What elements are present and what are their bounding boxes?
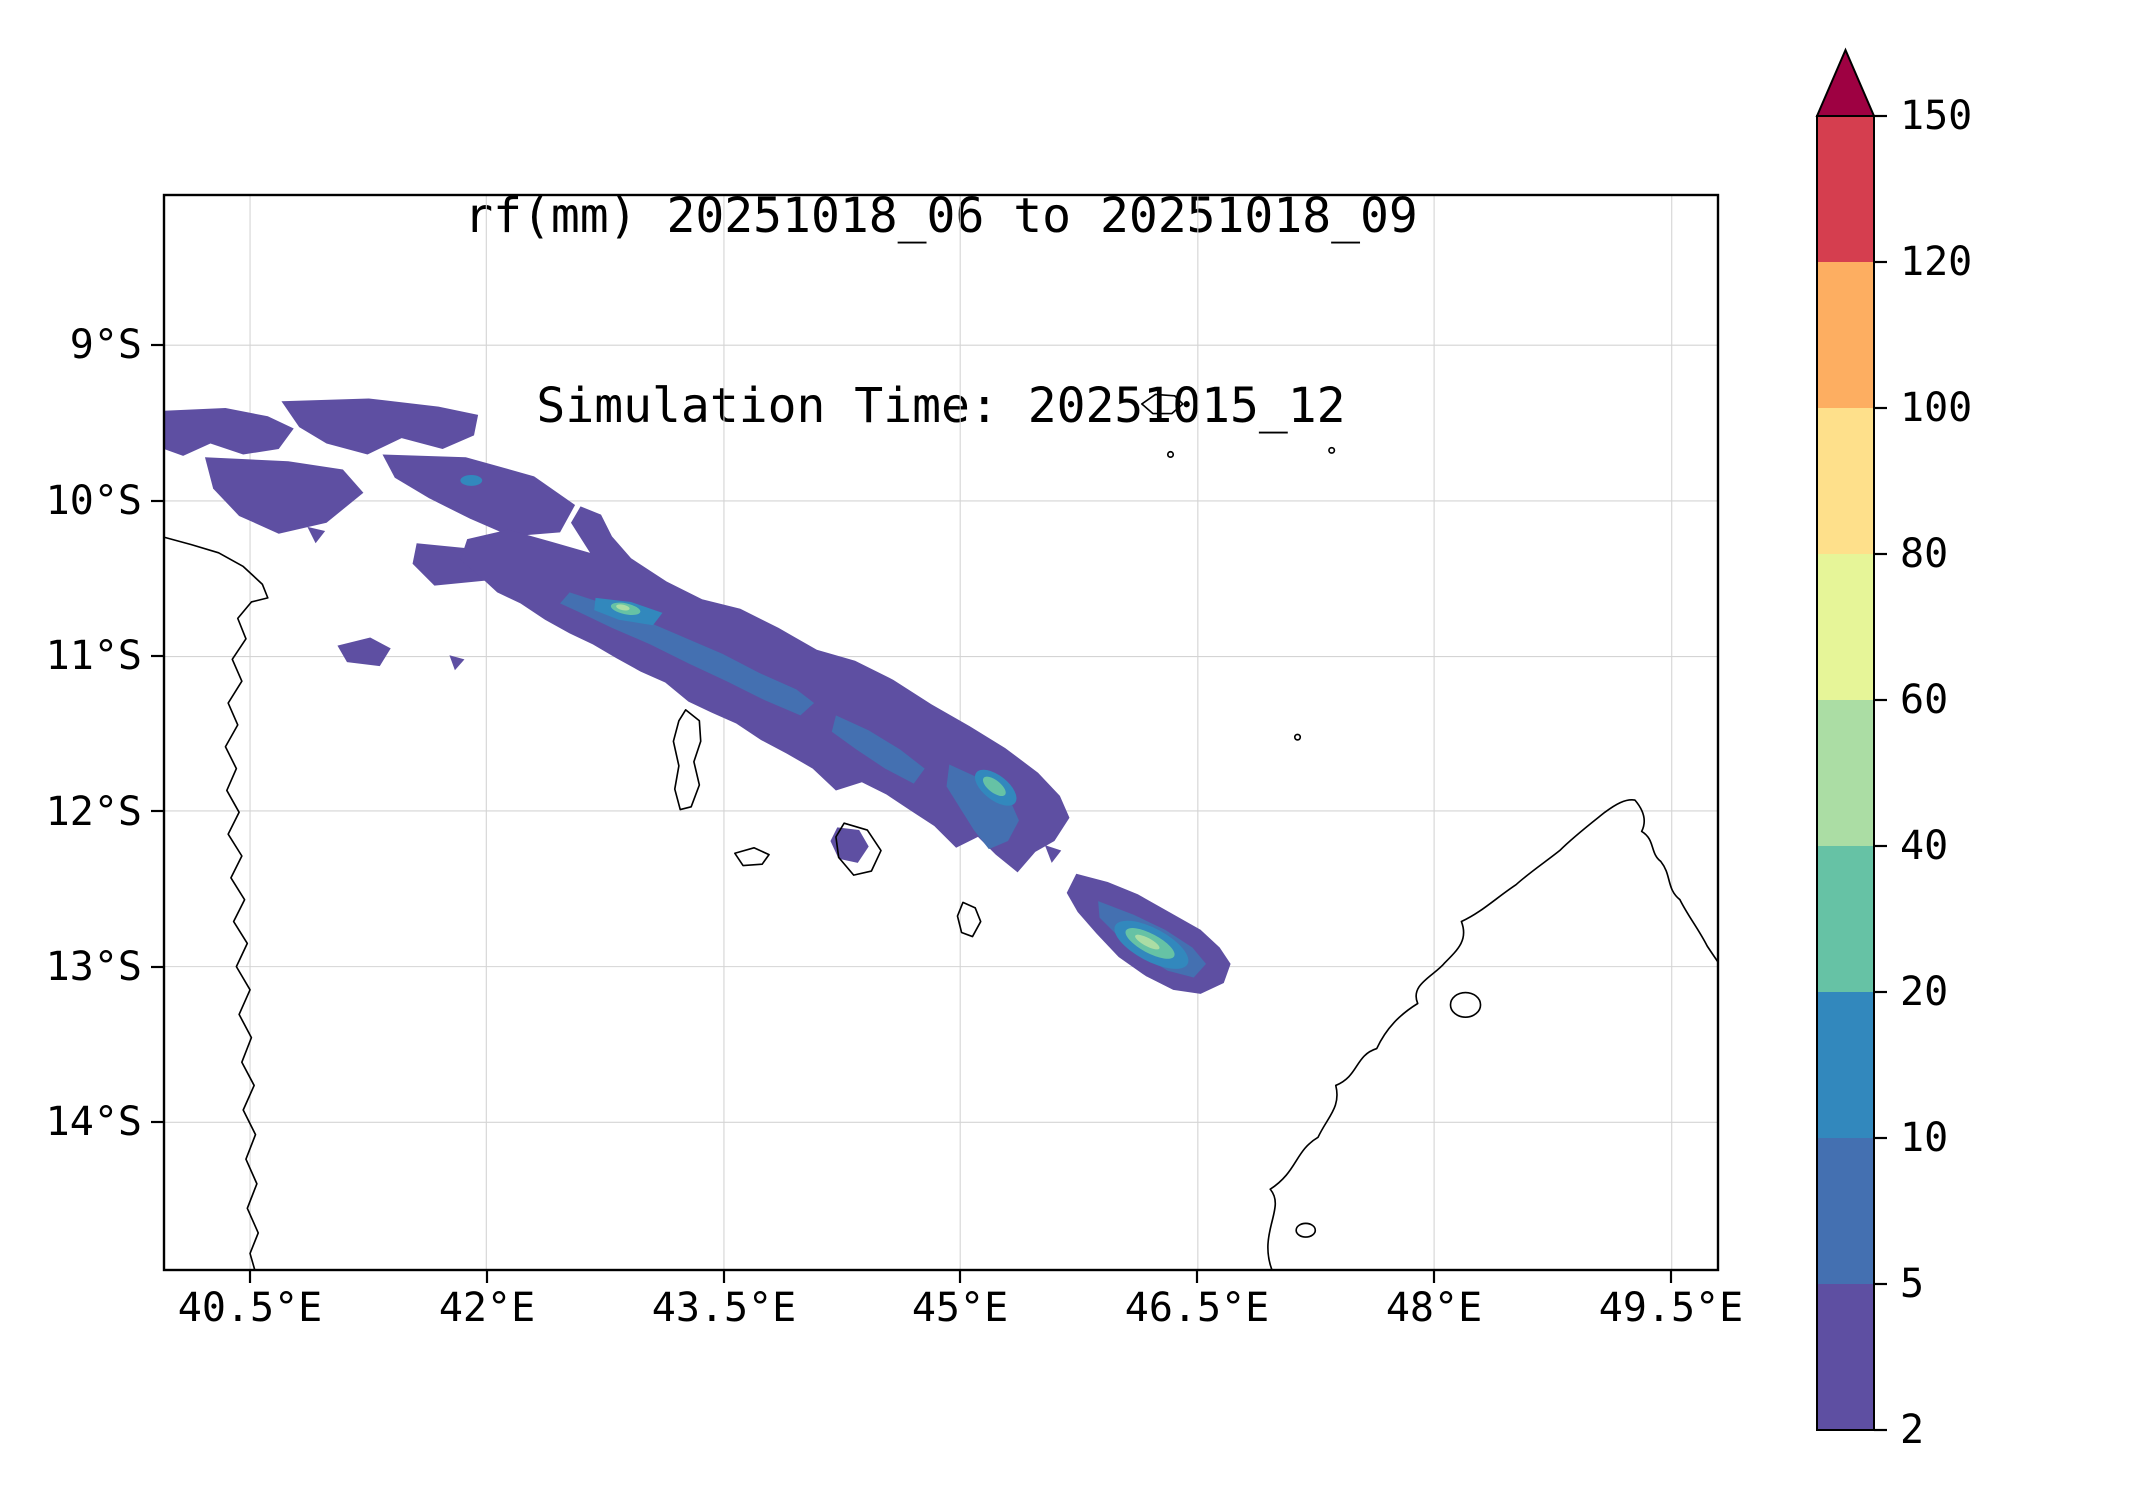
- colorbar-tick-label: 2: [1900, 1407, 1925, 1453]
- colorbar-outline: [1816, 115, 1875, 1431]
- colorbar-extend-triangle: [1815, 47, 1876, 117]
- islet-dot: [1293, 733, 1302, 741]
- x-tick-label: 45°E: [911, 1285, 1009, 1331]
- x-tick-label: 46.5°E: [1124, 1285, 1270, 1331]
- grande-comore-island: [672, 709, 702, 811]
- colorbar-tick-label: 80: [1900, 531, 1949, 577]
- colorbar-tick-marks: [1874, 114, 1887, 1432]
- islet-dot: [1328, 446, 1336, 454]
- colorbar-tick-label: 120: [1900, 239, 1973, 285]
- y-tick-label: 11°S: [45, 633, 142, 679]
- colorbar-tick-label: 40: [1900, 823, 1949, 869]
- anjouan-island: [835, 822, 882, 876]
- plot-border: [162, 193, 1720, 1272]
- moheli-island: [734, 846, 770, 867]
- colorbar-tick-label: 5: [1900, 1261, 1925, 1307]
- colorbar-tick-label: 60: [1900, 677, 1949, 723]
- coastlines: [164, 393, 1719, 1270]
- atoll-ring: [1141, 393, 1184, 415]
- africa-coastline: [164, 536, 269, 1270]
- madagascar-coastline: [1267, 798, 1719, 1270]
- nosy-be-island: [1449, 991, 1482, 1018]
- colorbar-tick-label: 100: [1900, 385, 1973, 431]
- mayotte-island: [956, 901, 982, 938]
- colorbar-tick-label: 10: [1900, 1115, 1949, 1161]
- x-tick-label: 43.5°E: [651, 1285, 797, 1331]
- y-tick-label: 9°S: [69, 322, 142, 368]
- plot-title-line2: Simulation Time: 20251015_12: [536, 377, 1346, 434]
- plot-title-line1: rf(mm) 20251018_06 to 20251018_09: [464, 187, 1418, 244]
- y-tick-label: 12°S: [45, 789, 142, 835]
- y-tick-label: 10°S: [45, 478, 142, 524]
- colorbar-tick-label: 20: [1900, 969, 1949, 1015]
- small-island: [1295, 1222, 1317, 1238]
- colorbar: [1815, 47, 1887, 1432]
- map-content: [164, 195, 1719, 1270]
- x-tick-label: 48°E: [1385, 1285, 1483, 1331]
- rainfall-contours: [164, 398, 1231, 994]
- colorbar-tick-label: 150: [1900, 93, 1973, 139]
- x-tick-label: 42°E: [438, 1285, 536, 1331]
- islet-dot: [1166, 450, 1175, 459]
- x-tick-label: 40.5°E: [177, 1285, 323, 1331]
- axis-ticks: [151, 343, 1673, 1283]
- plot-title: rf(mm) 20251018_06 to 20251018_09 Simula…: [164, 58, 1718, 565]
- y-tick-label: 13°S: [45, 944, 142, 990]
- x-tick-label: 49.5°E: [1598, 1285, 1744, 1331]
- y-tick-label: 14°S: [45, 1099, 142, 1145]
